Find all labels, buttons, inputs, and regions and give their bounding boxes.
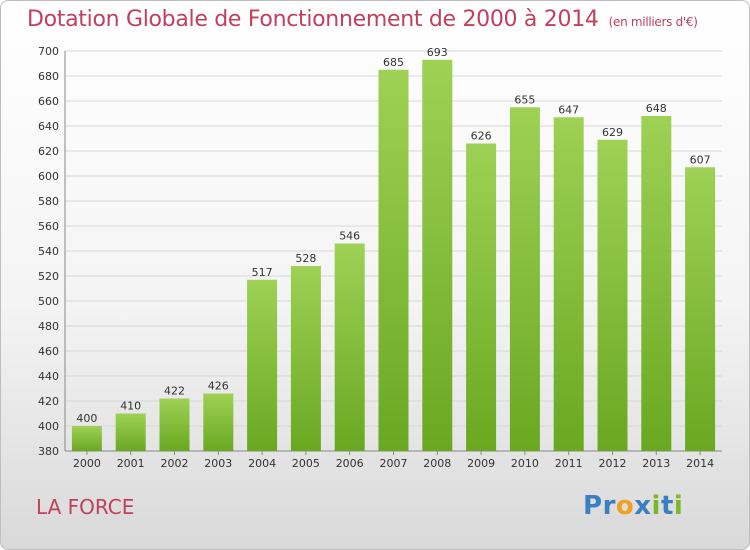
x-tick-label: 2001 — [117, 457, 145, 470]
bar-2010 — [509, 107, 540, 451]
bar-2008 — [422, 59, 453, 451]
y-tick-label: 380 — [38, 445, 59, 458]
x-tick-label: 2003 — [204, 457, 232, 470]
y-tick-label: 620 — [38, 145, 59, 158]
bar-2012 — [597, 139, 628, 451]
value-label: 422 — [164, 385, 185, 398]
value-label: 517 — [252, 266, 273, 279]
x-tick-label: 2004 — [248, 457, 276, 470]
y-tick-label: 640 — [38, 120, 59, 133]
value-label: 426 — [208, 380, 229, 393]
value-labels: 400 410 422 426 517 528 546 685 693 626 655 647 629 6… — [76, 46, 710, 425]
x-tick-label: 2000 — [73, 457, 101, 470]
y-tick-label: 520 — [38, 270, 59, 283]
x-tick-label: 2009 — [467, 457, 495, 470]
proxiti-logo[interactable]: Proxiti — [583, 491, 683, 521]
x-tick-label: 2010 — [511, 457, 539, 470]
bar-2009 — [466, 143, 497, 451]
logo-letter: o — [615, 491, 635, 521]
value-label: 400 — [76, 412, 97, 425]
commune-name: LA FORCE — [36, 495, 135, 519]
tick-labels: 380 400 420 440 460 480 500 520 540 560 580 600 620 6… — [38, 45, 714, 470]
y-tick-label: 440 — [38, 370, 59, 383]
bar-2002 — [159, 398, 190, 451]
y-tick-label: 420 — [38, 395, 59, 408]
y-tick-label: 460 — [38, 345, 59, 358]
y-tick-label: 540 — [38, 245, 59, 258]
value-label: 647 — [558, 103, 579, 116]
chart-title: Dotation Globale de Fonctionnement de 20… — [27, 7, 698, 32]
bar-2003 — [203, 393, 234, 451]
value-label: 629 — [602, 126, 623, 139]
bar-2011 — [553, 117, 584, 451]
value-label: 546 — [339, 230, 360, 243]
value-label: 626 — [471, 130, 492, 143]
x-tick-label: 2005 — [292, 457, 320, 470]
logo-letter: x — [634, 491, 652, 521]
y-tick-label: 400 — [38, 420, 59, 433]
bar-2001 — [115, 413, 146, 451]
x-tick-label: 2014 — [686, 457, 714, 470]
bar-2013 — [641, 116, 672, 451]
logo-letter: t — [660, 491, 674, 521]
value-label: 607 — [690, 153, 711, 166]
value-label: 655 — [514, 93, 535, 106]
logo-letter: i — [651, 491, 661, 521]
value-label: 528 — [295, 252, 316, 265]
x-tick-label: 2002 — [161, 457, 189, 470]
value-label: 685 — [383, 56, 404, 69]
logo-letter: P — [583, 491, 603, 521]
bar-2014 — [685, 167, 716, 451]
y-tick-label: 480 — [38, 320, 59, 333]
y-tick-label: 700 — [38, 45, 59, 58]
bar-2007 — [378, 69, 409, 451]
y-tick-label: 580 — [38, 195, 59, 208]
chart-subtitle: (en milliers d'€) — [608, 15, 698, 29]
logo-letter: r — [602, 491, 616, 521]
y-tick-label: 680 — [38, 70, 59, 83]
y-tick-label: 560 — [38, 220, 59, 233]
x-tick-label: 2008 — [423, 457, 451, 470]
logo-letter: i — [673, 491, 684, 521]
x-tick-label: 2011 — [555, 457, 583, 470]
x-tick-label: 2006 — [336, 457, 364, 470]
bars — [71, 59, 716, 451]
title-text: Dotation Globale de Fonctionnement de 20… — [27, 7, 599, 32]
x-tick-label: 2013 — [642, 457, 670, 470]
x-tick-label: 2007 — [380, 457, 408, 470]
value-label: 693 — [427, 46, 448, 59]
bar-2000 — [71, 426, 102, 451]
bar-2006 — [334, 243, 365, 451]
y-tick-label: 600 — [38, 170, 59, 183]
x-tick-label: 2012 — [599, 457, 627, 470]
value-label: 648 — [646, 102, 667, 115]
value-label: 410 — [120, 400, 141, 413]
bar-2004 — [247, 279, 278, 451]
bar-2005 — [290, 266, 321, 451]
y-tick-label: 500 — [38, 295, 59, 308]
y-tick-label: 660 — [38, 95, 59, 108]
